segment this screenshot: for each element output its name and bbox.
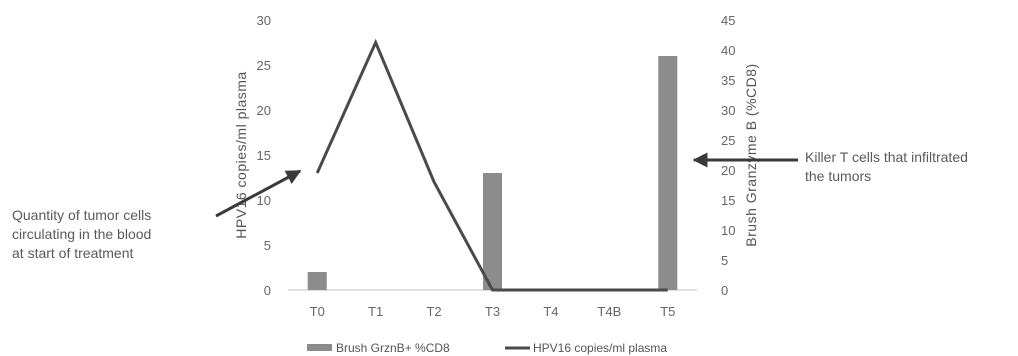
- left-tick-label: 10: [257, 193, 271, 208]
- right-tick-label: 0: [721, 283, 728, 298]
- x-axis-ticks: T0 T1 T2 T3 T4 T4B T5: [310, 304, 676, 319]
- series-line: [315, 38, 668, 292]
- legend-swatch-bar: [307, 344, 332, 351]
- left-tick-label: 15: [257, 148, 271, 163]
- bar: [658, 56, 678, 290]
- left-annotation-line: at start of treatment: [12, 245, 134, 261]
- legend-label-bar: Brush GrznB+ %CD8: [336, 341, 450, 355]
- left-annotation-line: circulating in the blood: [12, 226, 152, 242]
- right-tick-label: 15: [721, 193, 735, 208]
- left-tick-label: 5: [264, 238, 271, 253]
- left-annotation: Quantity of tumor cells circulating in t…: [12, 206, 212, 263]
- bar-series: [307, 56, 678, 290]
- bar: [483, 173, 502, 290]
- right-annotation-line: Killer T cells that infiltrated: [805, 149, 968, 165]
- right-tick-label: 25: [721, 133, 735, 148]
- left-tick-label: 25: [257, 58, 271, 73]
- left-axis-title: HPV16 copies/ml plasma: [233, 71, 249, 238]
- right-tick-label: 10: [721, 223, 735, 238]
- right-tick-label: 5: [721, 253, 728, 268]
- left-annotation-arrow: [215, 169, 302, 218]
- right-tick-label: 30: [721, 103, 735, 118]
- left-tick-label: 20: [257, 103, 271, 118]
- bar: [307, 272, 327, 290]
- legend: Brush GrznB+ %CD8 HPV16 copies/ml plasma: [307, 341, 667, 355]
- right-tick-label: 45: [721, 13, 735, 28]
- left-axis-ticks: 0 5 10 15 20 25 30: [257, 13, 271, 298]
- x-tick-label: T0: [310, 304, 325, 319]
- x-tick-label: T1: [368, 304, 383, 319]
- right-tick-label: 20: [721, 163, 735, 178]
- x-tick-label: T2: [426, 304, 441, 319]
- legend-label-line: HPV16 copies/ml plasma: [533, 341, 667, 355]
- right-tick-label: 35: [721, 73, 735, 88]
- left-tick-label: 0: [264, 283, 271, 298]
- line-series: [315, 38, 668, 292]
- x-tick-label: T5: [660, 304, 675, 319]
- right-tick-label: 40: [721, 43, 735, 58]
- x-tick-label: T4: [543, 304, 558, 319]
- x-tick-label: T4B: [597, 304, 621, 319]
- right-axis-ticks: 0 5 10 15 20 25 30 35 40 45: [721, 13, 735, 298]
- x-tick-label: T3: [485, 304, 500, 319]
- right-axis-title: Brush Granzyme B (%CD8): [743, 63, 759, 246]
- right-annotation-line: the tumors: [805, 168, 872, 184]
- left-tick-label: 30: [257, 13, 271, 28]
- right-annotation: Killer T cells that infiltrated the tumo…: [805, 148, 1015, 186]
- left-annotation-line: Quantity of tumor cells: [12, 207, 152, 223]
